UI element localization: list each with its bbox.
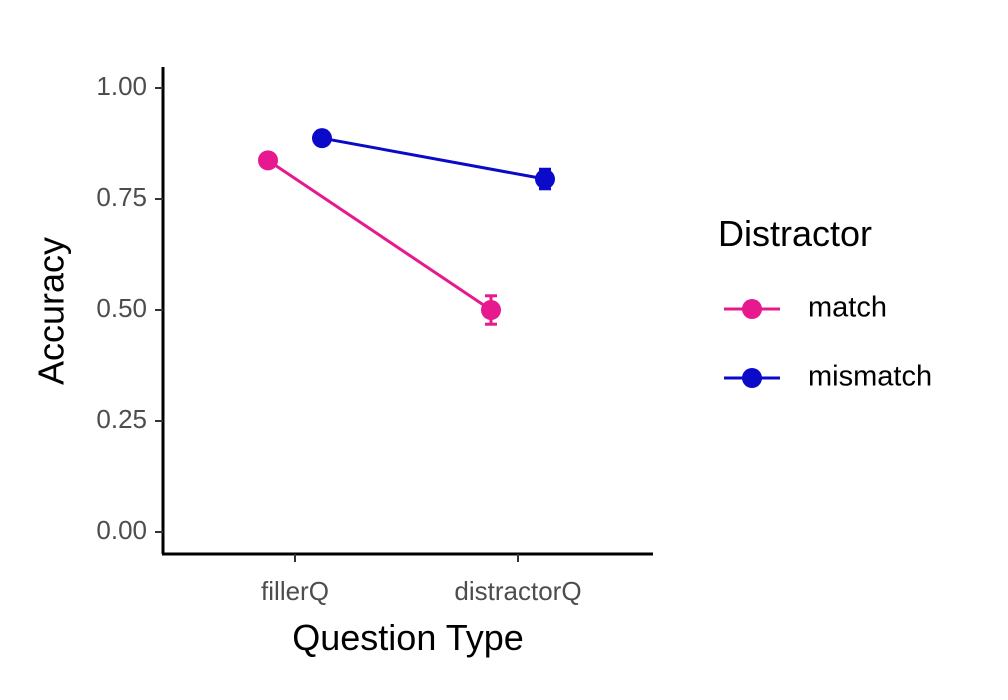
data-point: [312, 128, 332, 149]
axes: [161, 67, 653, 556]
legend-item-mismatch: mismatch: [724, 361, 932, 393]
y-axis-title: Accuracy: [31, 237, 72, 385]
x-tick-label: fillerQ: [261, 576, 329, 606]
y-tick-label: 1.00: [96, 71, 147, 101]
legend-label: match: [808, 292, 887, 324]
legend-items: match mismatch: [724, 292, 932, 393]
data-point: [481, 300, 501, 320]
legend-label: mismatch: [808, 361, 932, 393]
legend-key-point: [742, 299, 762, 319]
series-match: [258, 150, 501, 326]
x-ticks: fillerQ distractorQ: [261, 554, 582, 606]
legend-item-match: match: [724, 292, 887, 324]
y-tick-label: 0.75: [96, 182, 147, 212]
legend-title: Distractor: [718, 213, 872, 254]
data-point: [258, 150, 278, 171]
series-layer: [258, 128, 555, 326]
series-line-mismatch: [321, 136, 546, 181]
legend: Distractor match mismatch: [718, 213, 932, 393]
series-line-match: [267, 159, 492, 312]
y-ticks: 0.00 0.25 0.50 0.75 1.00: [96, 71, 163, 545]
y-tick-label: 0.50: [96, 293, 147, 323]
series-mismatch: [312, 128, 555, 191]
legend-key-point: [742, 368, 762, 388]
y-tick-label: 0.00: [96, 515, 147, 545]
x-axis-title: Question Type: [292, 617, 524, 658]
x-tick-label: distractorQ: [454, 576, 581, 606]
y-tick-label: 0.25: [96, 404, 147, 434]
data-point: [535, 169, 555, 190]
